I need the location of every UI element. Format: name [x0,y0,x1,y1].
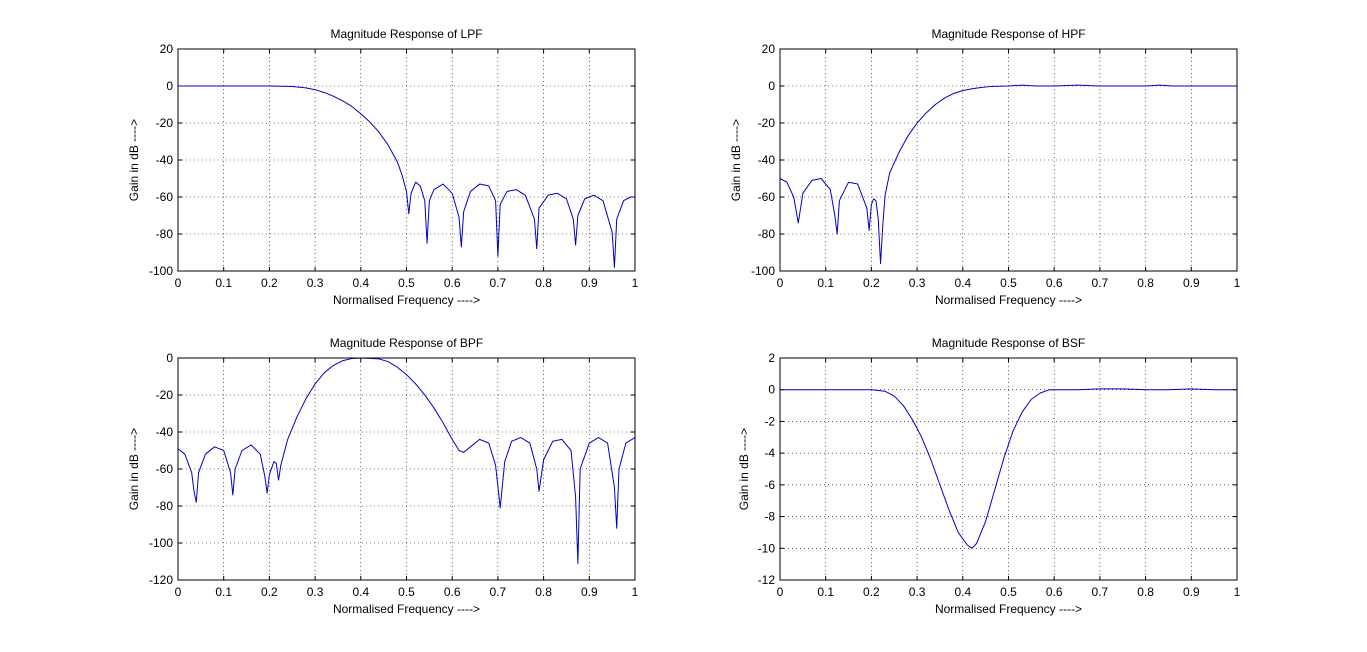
x-tick-label: 0.3 [909,276,926,290]
x-axis-label: Normalised Frequency ----> [935,293,1082,307]
y-tick-label: -80 [156,499,174,513]
y-tick-label: -4 [764,446,775,460]
series-line [177,357,636,564]
y-tick-label: 2 [768,351,775,365]
x-axis-label: Normalised Frequency ----> [333,293,480,307]
y-tick-label: -20 [156,116,174,130]
x-tick-label: 0 [777,585,784,599]
x-tick-label: 0.3 [909,585,926,599]
x-tick-label: 0.7 [1092,276,1109,290]
x-tick-label: 0.2 [863,276,880,290]
y-tick-label: -12 [758,573,776,587]
x-tick-label: 1 [632,276,639,290]
y-axis-label: Gain in dB ----> [729,119,743,201]
y-tick-label: -100 [149,536,173,550]
x-tick-label: 0.8 [1137,276,1154,290]
x-tick-label: 0.3 [307,276,324,290]
series-line [780,388,1237,549]
series-line [178,85,635,268]
x-tick-label: 1 [1234,276,1241,290]
x-tick-label: 0.8 [1137,585,1154,599]
x-tick-label: 0.6 [1046,585,1063,599]
y-tick-label: -80 [156,227,174,241]
x-tick-label: 0.4 [352,585,369,599]
x-tick-label: 0.9 [1183,585,1200,599]
x-tick-label: 0.6 [1046,276,1063,290]
y-tick-label: -100 [751,264,775,278]
x-tick-label: 0 [175,276,182,290]
y-tick-label: -60 [758,190,776,204]
axes-frame [779,48,1238,272]
y-tick-label: -120 [149,573,173,587]
y-tick-label: -20 [156,388,174,402]
x-tick-label: 0.6 [444,585,461,599]
x-tick-label: 0.9 [581,276,598,290]
x-tick-label: 0.4 [954,276,971,290]
x-tick-label: 0.1 [215,585,232,599]
axes-frame [779,357,1238,581]
x-tick-label: 0.8 [535,276,552,290]
x-tick-label: 0.4 [352,276,369,290]
axes-frame [177,48,636,272]
x-tick-label: 0.3 [307,585,324,599]
y-tick-label: -20 [758,116,776,130]
y-tick-label: -60 [156,462,174,476]
x-tick-label: 0.4 [954,585,971,599]
x-tick-label: 0.9 [1183,276,1200,290]
y-tick-label: -80 [758,227,776,241]
axes-frame [177,357,636,581]
subplot-2: 0 0.1 0.2 0.3 0.4 0.5 0.6 0.7 0.8 0.9 1 -100 -80 -60 -… [729,27,1241,307]
y-tick-label: -100 [149,264,173,278]
subplot-1: 0 0.1 0.2 0.3 0.4 0.5 0.6 0.7 0.8 0.9 1 -100 -80 -60 -… [127,27,639,307]
y-tick-label: -40 [156,153,174,167]
x-tick-label: 1 [632,585,639,599]
x-tick-label: 1 [1234,585,1241,599]
y-axis-label: Gain in dB ----> [127,428,141,510]
y-tick-label: -10 [758,541,776,555]
y-axis-label: Gain in dB ----> [127,119,141,201]
y-tick-label: -40 [758,153,776,167]
y-tick-label: 0 [166,351,173,365]
y-tick-label: -40 [156,425,174,439]
x-tick-label: 0.1 [215,276,232,290]
x-tick-label: 0.7 [490,585,507,599]
x-tick-label: 0.5 [1000,276,1017,290]
x-tick-label: 0.7 [1092,585,1109,599]
y-tick-label: 0 [768,383,775,397]
y-tick-label: -60 [156,190,174,204]
x-tick-label: 0.2 [863,585,880,599]
x-tick-label: 0.5 [1000,585,1017,599]
x-tick-label: 0.9 [581,585,598,599]
y-tick-label: -8 [764,510,775,524]
x-tick-label: 0.8 [535,585,552,599]
y-tick-label: 20 [762,42,776,56]
x-tick-label: 0.1 [817,276,834,290]
x-tick-label: 0.1 [817,585,834,599]
x-axis-label: Normalised Frequency ----> [333,602,480,616]
x-tick-label: 0.2 [261,276,278,290]
x-tick-label: 0.5 [398,585,415,599]
y-tick-label: 0 [768,79,775,93]
x-axis-label: Normalised Frequency ----> [935,602,1082,616]
x-tick-label: 0.7 [490,276,507,290]
x-tick-label: 0.5 [398,276,415,290]
subplot-4: 0 0.1 0.2 0.3 0.4 0.5 0.6 0.7 0.8 0.9 1 -12 -10 -8 -6 -… [737,336,1241,616]
y-tick-label: 0 [166,79,173,93]
y-tick-label: -2 [764,414,775,428]
x-tick-label: 0 [777,276,784,290]
y-tick-label: -6 [764,478,775,492]
chart-title: Magnitude Response of LPF [330,27,482,41]
x-tick-label: 0.2 [261,585,278,599]
chart-title: Magnitude Response of HPF [931,27,1085,41]
y-tick-label: 20 [160,42,174,56]
series-line [779,84,1237,265]
subplot-3: 0 0.1 0.2 0.3 0.4 0.5 0.6 0.7 0.8 0.9 1 -120 -100 -80… [127,336,639,616]
y-axis-label: Gain in dB ----> [737,428,751,510]
chart-title: Magnitude Response of BSF [932,336,1085,350]
x-tick-label: 0.6 [444,276,461,290]
chart-title: Magnitude Response of BPF [330,336,483,350]
x-tick-label: 0 [175,585,182,599]
